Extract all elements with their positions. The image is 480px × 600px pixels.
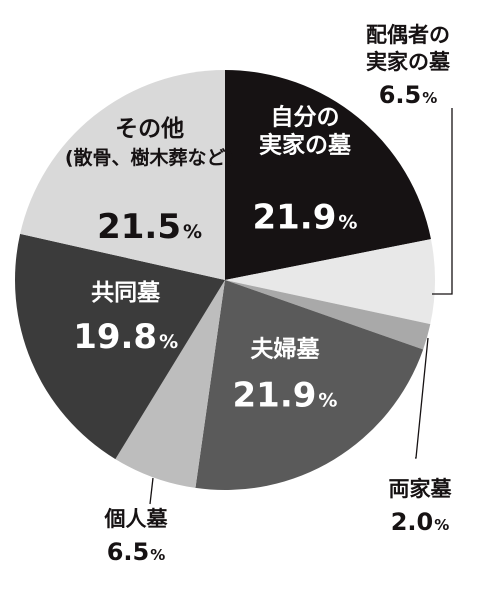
pie-slice — [225, 70, 431, 280]
slice-name-label: 夫婦墓 — [250, 336, 320, 363]
slice-name-label: その他(散骨、樹木葬など) — [65, 116, 234, 169]
slice-value-label: 19.8% — [73, 317, 178, 357]
leader-line — [149, 477, 154, 505]
pie-slice — [225, 280, 431, 350]
slice-name-label: 両家墓 — [389, 477, 453, 501]
slice-value-label: 21.5% — [97, 207, 202, 247]
leader-lines — [149, 108, 453, 505]
slice-name-label: 配偶者の実家の墓 — [366, 23, 451, 74]
leader-line — [432, 108, 453, 295]
slice-value-label: 21.9% — [252, 198, 357, 238]
pie-slices — [15, 70, 435, 490]
pie-slice — [20, 70, 225, 280]
slice-labels: 自分の実家の墓 21.9 % 配偶者の実家の墓 6.5% 両家墓 2.0% 夫婦墓 21.9 % 個… — [65, 23, 453, 566]
pie-slice — [195, 280, 424, 490]
slice-value-label: 2.0% — [391, 508, 450, 536]
leader-line — [415, 337, 429, 459]
pie-slice — [15, 233, 226, 460]
pie-slice — [225, 239, 435, 325]
slice-name-label: 自分の実家の墓 — [259, 104, 352, 159]
pie-slice — [115, 280, 225, 488]
slice-value-label: 6.5% — [379, 81, 438, 109]
slice-value-label: 21.9% — [233, 376, 338, 416]
slice-name-label: 個人墓 — [104, 507, 169, 531]
slice-value-label: 6.5% — [107, 538, 166, 566]
slice-name-label: 共同墓 — [91, 280, 161, 306]
